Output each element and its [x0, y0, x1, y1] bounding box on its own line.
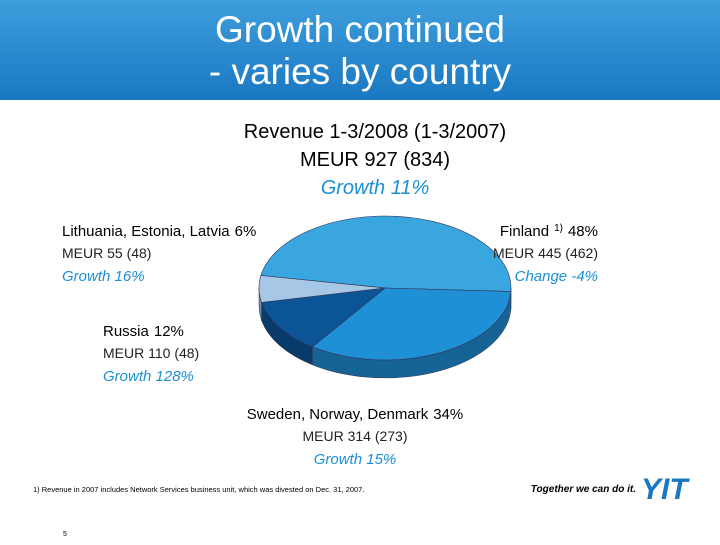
- category-name: Finland: [500, 223, 549, 240]
- page-number: 5: [63, 531, 67, 538]
- slice-detail: MEUR 445 (462): [493, 245, 598, 261]
- slice-change: Growth 16%: [62, 268, 145, 285]
- slice-detail: MEUR 110 (48): [103, 345, 199, 361]
- footnote-mark: 1): [554, 223, 563, 234]
- category-name: Sweden, Norway, Denmark: [247, 406, 429, 423]
- logo: YIT: [641, 473, 690, 506]
- value-label: 12%: [154, 323, 184, 340]
- total-growth: Growth 11%: [321, 177, 430, 199]
- slice-change: Change -4%: [515, 268, 598, 285]
- slice-label: Lithuania, Estonia, Latvia 6%: [62, 223, 256, 240]
- chart-title: Revenue 1-3/2008 (1-3/2007): [244, 121, 506, 143]
- category-name: Russia: [103, 323, 150, 340]
- pie: [259, 216, 511, 378]
- slogan: Together we can do it.: [531, 484, 636, 495]
- slice-change: Growth 128%: [103, 368, 194, 385]
- value-label: 48%: [568, 223, 598, 240]
- footnote: 1) Revenue in 2007 includes Network Serv…: [33, 485, 364, 494]
- value-label: 34%: [433, 406, 463, 423]
- chart-subtitle: MEUR 927 (834): [300, 149, 450, 171]
- slide-title: - varies by country: [209, 51, 512, 92]
- slice-detail: MEUR 314 (273): [302, 428, 407, 444]
- slide-title: Growth continued: [215, 9, 505, 50]
- slice-detail: MEUR 55 (48): [62, 245, 151, 261]
- slice-change: Growth 15%: [314, 451, 397, 468]
- slice-label: Finland 1) 48%: [500, 223, 598, 240]
- value-label: 6%: [235, 223, 257, 240]
- category-name: Lithuania, Estonia, Latvia: [62, 223, 230, 240]
